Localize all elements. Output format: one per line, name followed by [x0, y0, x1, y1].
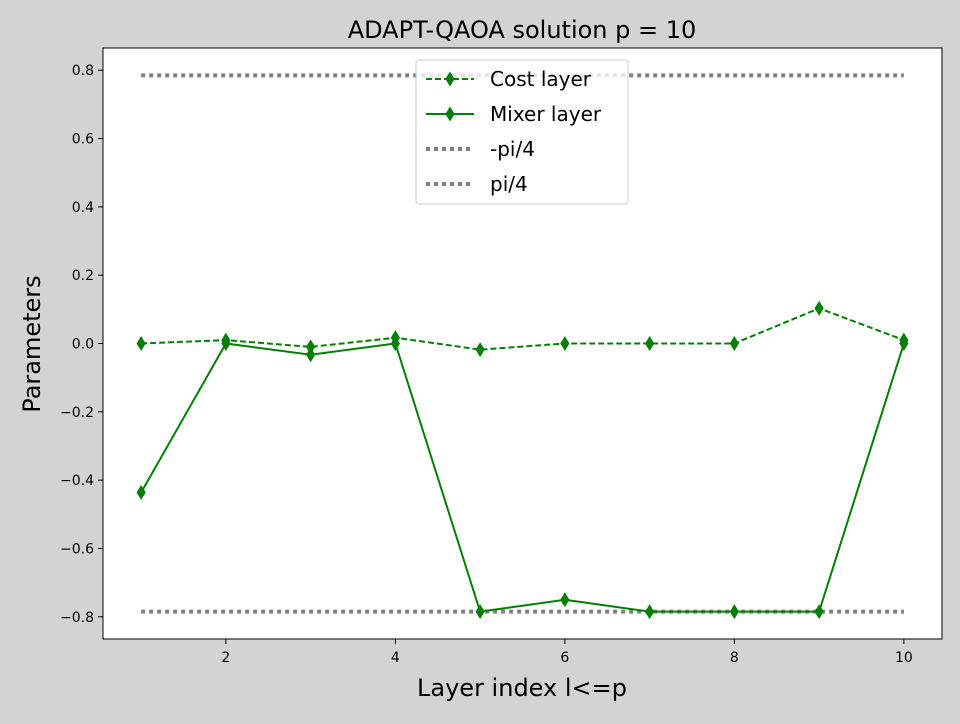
x-tick-label: 6 — [560, 650, 569, 666]
legend-label-mixer-layer: Mixer layer — [490, 102, 602, 126]
data-point-mixer-layer — [729, 604, 739, 620]
x-tick-label: 8 — [730, 650, 739, 666]
x-tick-label: 2 — [221, 650, 230, 666]
legend-marker-cost-layer — [445, 71, 455, 87]
data-point-mixer-layer — [560, 592, 570, 608]
data-point-mixer-layer — [899, 336, 909, 351]
data-point-cost-layer — [645, 336, 655, 351]
series-mixer-layer — [136, 336, 909, 620]
y-tick-label: 0.8 — [72, 63, 94, 79]
data-point-mixer-layer — [136, 484, 146, 500]
data-point-mixer-layer — [221, 336, 231, 351]
data-point-mixer-layer — [645, 604, 655, 620]
y-tick-label: −0.2 — [60, 405, 94, 421]
y-tick-label: 0.6 — [72, 132, 94, 148]
data-point-mixer-layer — [814, 604, 824, 620]
plot-frame — [102, 47, 943, 640]
data-point-cost-layer — [136, 336, 146, 351]
legend: Cost layer Mixer layer -pi/4 pi/4 — [415, 59, 629, 205]
legend-box — [415, 59, 629, 205]
data-point-cost-layer — [729, 336, 739, 351]
y-axis-label: Parameters — [18, 275, 46, 412]
data-point-mixer-layer — [475, 604, 485, 620]
data-point-mixer-layer — [390, 336, 400, 351]
data-point-mixer-layer — [306, 347, 316, 363]
plot-marks — [136, 73, 909, 620]
y-tick-label: −0.6 — [60, 541, 94, 557]
legend-label-pi-4: -pi/4 — [490, 137, 535, 161]
chart-title: ADAPT-QAOA solution p = 10 — [348, 16, 697, 44]
x-tick-label: 4 — [391, 650, 400, 666]
y-tick-label: 0.0 — [72, 337, 94, 353]
legend-label-cost-layer: Cost layer — [490, 67, 592, 91]
data-point-cost-layer — [475, 342, 485, 358]
y-tick-label: −0.4 — [60, 473, 94, 489]
legend-marker-mixer-layer — [445, 106, 455, 122]
x-axis-label: Layer index l<=p — [417, 674, 627, 702]
y-tick-label: 0.4 — [72, 200, 94, 216]
data-point-cost-layer — [814, 300, 824, 316]
axis-ticks: 2 4 6 8 10 −0.8 −0.6 −0.4 −0.2 0.0 0.2 0.4 0.6 0.8 — [60, 63, 913, 666]
data-point-cost-layer — [560, 336, 570, 351]
y-tick-label: −0.8 — [60, 610, 94, 626]
legend-label-pi-4: pi/4 — [490, 172, 528, 196]
x-tick-label: 10 — [895, 650, 913, 666]
y-tick-label: 0.2 — [72, 268, 94, 284]
series-line-mixer-layer — [140, 342, 905, 613]
series-line-cost-layer — [141, 307, 905, 351]
